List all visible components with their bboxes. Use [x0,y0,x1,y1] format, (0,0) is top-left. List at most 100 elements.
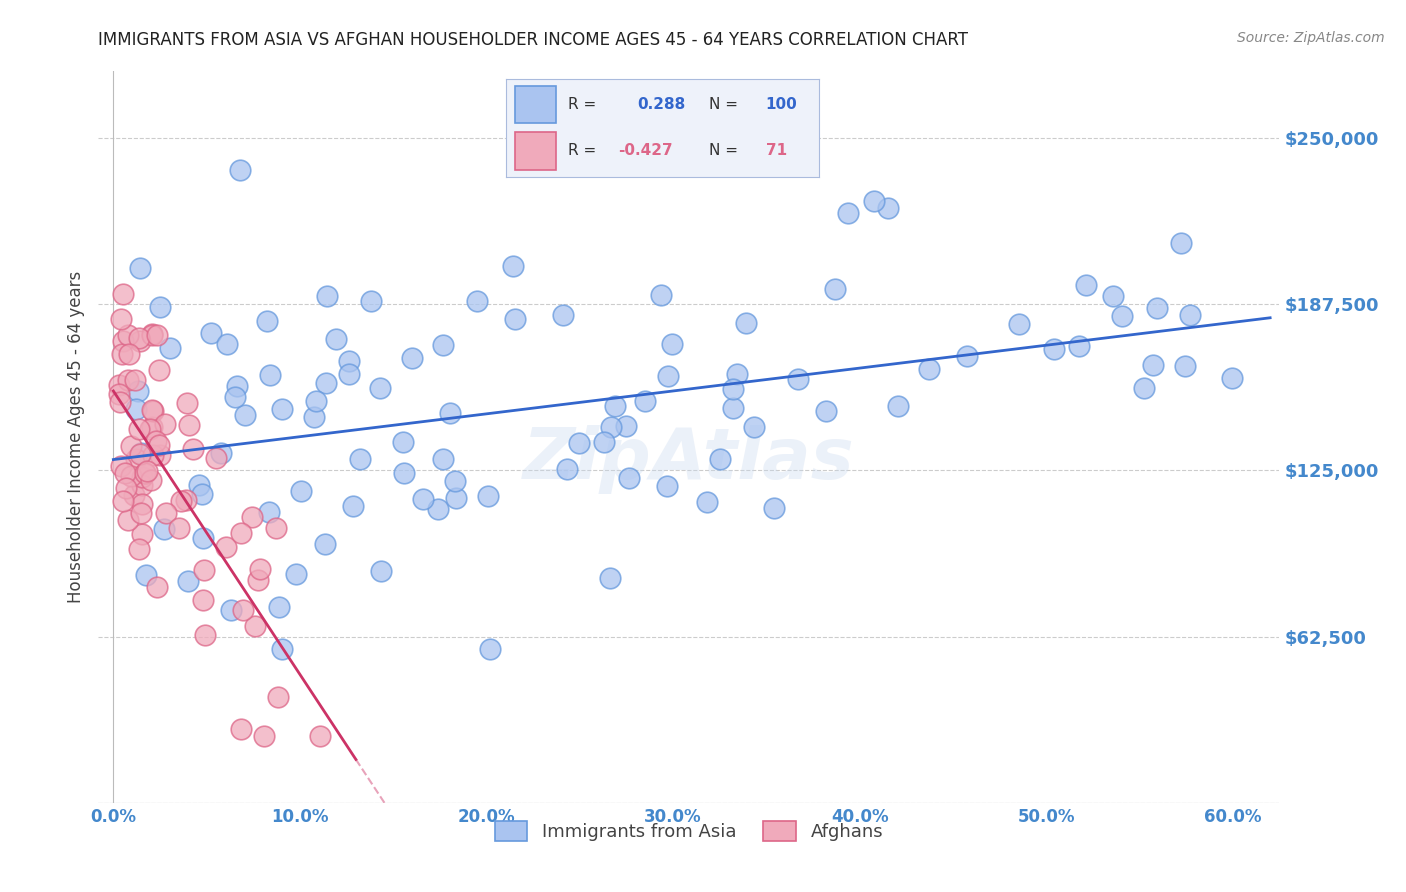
Point [657,478,679,492]
Point [193,628,215,642]
Point [142,448,165,462]
Point [111,347,134,361]
Point [209,446,232,460]
Text: ZipAtlas: ZipAtlas [523,425,855,493]
Point [117,373,139,387]
Point [264,521,287,535]
Point [243,619,266,633]
Point [619,471,641,485]
Point [270,401,292,416]
Point [696,494,718,508]
Point [256,314,278,328]
Point [127,384,149,399]
Point [181,442,204,456]
Point [193,564,215,578]
Point [735,316,758,330]
Point [1142,358,1164,372]
Point [721,401,744,416]
Point [394,467,416,481]
Point [159,341,181,355]
Point [129,446,152,460]
Point [131,478,153,492]
Point [349,452,371,467]
Point [401,351,423,365]
Point [117,513,139,527]
Point [325,332,347,346]
Point [392,435,415,450]
Point [599,570,621,584]
Point [233,408,256,422]
Point [117,347,139,361]
Point [129,445,152,459]
Legend: Immigrants from Asia, Afghans: Immigrants from Asia, Afghans [488,814,890,848]
Y-axis label: Householder Income Ages 45 - 64 years: Householder Income Ages 45 - 64 years [66,271,84,603]
Point [131,526,153,541]
Point [134,466,156,480]
Point [187,478,209,492]
Point [269,599,291,614]
Point [650,287,672,301]
Point [551,308,574,322]
Point [141,327,163,342]
Point [134,466,156,480]
Point [285,567,308,582]
Point [214,540,236,554]
Point [128,542,150,557]
Point [467,294,489,309]
Point [167,521,190,535]
Point [145,434,167,448]
Point [149,301,172,315]
Point [247,573,270,587]
Point [128,422,150,436]
Point [439,406,461,420]
Point [114,466,136,480]
Point [305,393,328,408]
Point [135,463,157,477]
Point [155,506,177,520]
Point [1008,317,1031,331]
Point [600,420,623,434]
Point [432,451,454,466]
Point [786,371,808,385]
Point [1174,359,1197,373]
Point [146,328,169,343]
Point [215,337,238,351]
Point [240,510,263,524]
Point [863,194,886,208]
Point [614,418,637,433]
Point [314,537,336,551]
Point [432,338,454,352]
Point [191,531,214,545]
Point [108,377,131,392]
Point [111,334,134,348]
Point [204,450,226,465]
Point [148,363,170,377]
Point [114,481,136,495]
Point [503,311,526,326]
Point [129,506,152,520]
Point [259,368,281,382]
Point [135,568,157,582]
Point [1067,339,1090,353]
Point [117,327,139,342]
Point [479,641,502,656]
Point [824,282,846,296]
Point [309,729,332,743]
Point [141,420,163,434]
Point [886,399,908,413]
Point [762,500,785,515]
Point [231,722,253,736]
Point [200,326,222,341]
Point [1102,289,1125,303]
Point [252,729,274,743]
Point [176,574,198,589]
Point [129,334,152,348]
Point [131,497,153,511]
Point [142,403,165,417]
Point [110,395,132,409]
Point [1132,381,1154,395]
Point [128,331,150,345]
Point [1178,308,1201,322]
Point [108,386,131,401]
Point [232,603,254,617]
